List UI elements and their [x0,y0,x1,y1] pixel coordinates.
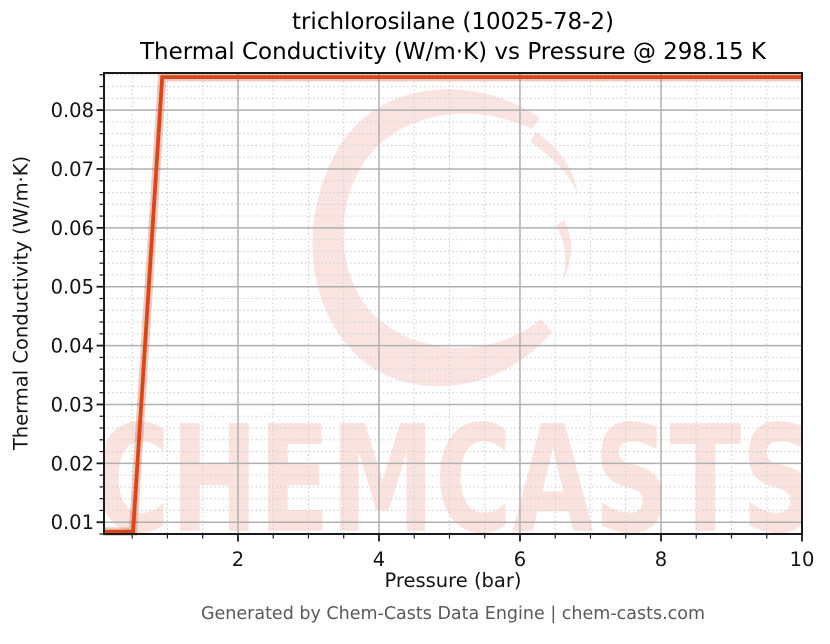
y-tick-label: 0.03 [51,393,94,416]
x-tick-label: 6 [514,548,526,571]
major-gridlines [104,73,803,534]
chart-title-line1: trichlorosilane (10025-78-2) [291,9,615,35]
x-axis-label: Pressure (bar) [384,569,522,592]
data-line-group [104,72,802,536]
y-tick-label: 0.04 [51,335,94,358]
x-tick-label: 2 [232,548,244,571]
plot-border [103,72,803,535]
x-tick-labels: 2 4 6 8 10 [232,548,815,571]
series-line [104,75,802,534]
chart-title-line2: Thermal Conductivity (W/m·K) vs Pressure… [139,38,767,65]
y-tick-label: 0.06 [51,217,94,240]
y-axis-label: Thermal Conductivity (W/m·K) [9,155,33,451]
x-tick-label: 10 [790,548,815,571]
footer-credit: Generated by Chem-Casts Data Engine | ch… [200,604,706,624]
y-tick-label: 0.01 [51,511,94,534]
x-tick-label: 8 [655,548,667,571]
y-tick-label: 0.07 [51,158,94,181]
chart-title: trichlorosilane (10025-78-2) Thermal Con… [104,8,802,67]
y-tick-label: 0.02 [51,452,94,475]
y-tick-labels: 0.01 0.02 0.03 0.04 0.05 0.06 0.07 0.08 [51,99,94,534]
watermark: CHEMCASTS [93,89,817,566]
y-tick-label: 0.05 [51,276,94,299]
y-tick-label: 0.08 [51,99,94,122]
watermark-text: CHEMCASTS [93,394,817,566]
x-tick-label: 4 [373,548,385,571]
